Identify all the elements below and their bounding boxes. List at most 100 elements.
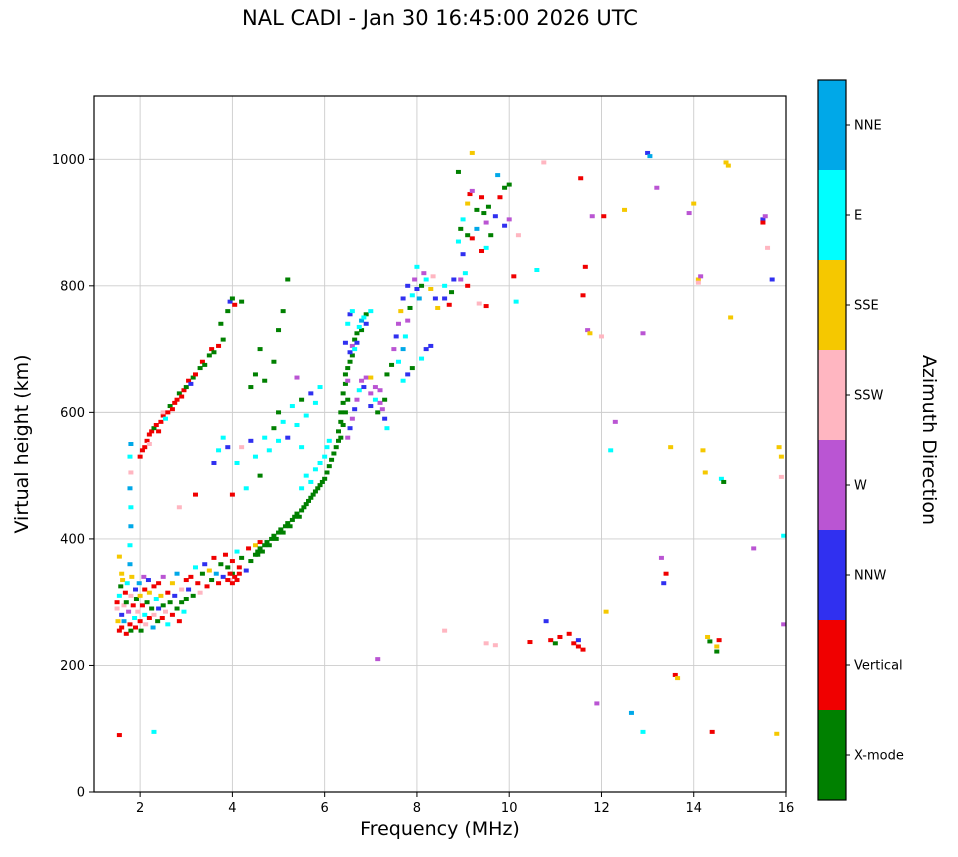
echo-point — [691, 201, 697, 206]
echo-point — [280, 530, 286, 535]
echo-point — [280, 419, 286, 424]
echo-point — [257, 473, 263, 478]
echo-point — [776, 445, 782, 450]
echo-point — [303, 413, 309, 418]
echo-point — [202, 362, 208, 367]
echo-point — [345, 321, 351, 326]
colorbar-segment-X-mode — [818, 710, 846, 800]
echo-point — [282, 524, 288, 529]
echo-point — [266, 448, 272, 453]
echo-point — [153, 597, 159, 602]
echo-point — [340, 391, 346, 396]
echo-point — [414, 286, 420, 291]
echo-point — [216, 448, 222, 453]
echo-point — [211, 350, 217, 355]
echo-point — [174, 397, 180, 402]
colorbar-tick-label-E: E — [854, 209, 862, 224]
echo-point — [183, 578, 189, 583]
echo-point — [347, 359, 353, 364]
colorbar-tick-label-W: W — [854, 479, 867, 494]
echo-point — [612, 419, 618, 424]
echo-point — [384, 372, 390, 377]
echo-point — [495, 173, 501, 178]
echo-point — [126, 609, 132, 614]
echo-point — [393, 334, 399, 339]
echo-point — [116, 628, 122, 633]
echo-point — [465, 233, 471, 238]
echo-point — [721, 479, 727, 484]
echo-point — [430, 274, 436, 279]
axis-tick-labels: 2 4 6 8 10 12 14 16 0 200 400 600 800 1000 — [52, 153, 794, 816]
echo-point — [133, 625, 139, 630]
echo-point — [206, 568, 212, 573]
echo-point — [502, 223, 508, 228]
echo-point — [377, 400, 383, 405]
echo-point — [781, 622, 787, 627]
colorbar-segment-E — [818, 170, 846, 260]
echo-point — [239, 299, 245, 304]
x-tick-label: 12 — [593, 801, 610, 816]
echo-point — [723, 160, 729, 165]
echo-point — [218, 321, 224, 326]
echo-point — [127, 543, 133, 548]
echo-point — [211, 460, 217, 465]
echo-point — [149, 606, 155, 611]
echo-point — [352, 407, 358, 412]
echo-point — [229, 296, 235, 301]
echo-point — [338, 419, 344, 424]
chart-title: NAL CADI - Jan 30 16:45:00 2026 UTC — [242, 6, 638, 30]
echo-point — [709, 729, 715, 734]
echo-point — [324, 445, 330, 450]
echo-point — [345, 435, 351, 440]
echo-point — [485, 204, 491, 209]
echo-point — [195, 581, 201, 586]
echo-point — [322, 454, 328, 459]
colorbar-segment-Vertical — [818, 620, 846, 710]
echo-point — [144, 600, 150, 605]
echo-point — [243, 568, 249, 573]
echo-point — [285, 435, 291, 440]
echo-point — [446, 302, 452, 307]
echo-point — [172, 593, 178, 598]
echo-point — [124, 581, 130, 586]
echo-point — [211, 555, 217, 560]
echo-point — [227, 299, 233, 304]
echo-point — [127, 486, 133, 491]
echo-point — [262, 435, 268, 440]
echo-point — [338, 435, 344, 440]
echo-point — [668, 445, 674, 450]
echo-point — [220, 337, 226, 342]
gridlines — [94, 96, 787, 793]
echo-point — [204, 584, 210, 589]
echo-point — [167, 600, 173, 605]
echo-point — [236, 571, 242, 576]
echo-point — [142, 587, 148, 592]
echo-point — [276, 438, 282, 443]
echo-point — [138, 628, 144, 633]
echo-point — [728, 315, 734, 320]
echo-point — [359, 378, 365, 383]
echo-point — [127, 622, 133, 627]
echo-point — [488, 233, 494, 238]
echo-point — [188, 574, 194, 579]
echo-point — [700, 448, 706, 453]
echo-point — [209, 578, 215, 583]
echo-point — [331, 451, 337, 456]
echo-point — [146, 442, 152, 446]
echo-point — [144, 438, 150, 443]
plot-border — [93, 95, 787, 793]
x-tick-label: 10 — [501, 801, 518, 816]
colorbar-tick-label-SSW: SSW — [854, 389, 884, 404]
echo-point — [640, 331, 646, 336]
echo-point — [781, 533, 787, 538]
echo-point — [119, 612, 125, 617]
echo-point — [412, 277, 418, 282]
echo-point — [299, 445, 305, 450]
echo-point — [349, 343, 355, 348]
echo-point — [317, 483, 323, 488]
echo-point — [114, 606, 120, 611]
echo-point — [474, 207, 480, 212]
echo-point — [319, 479, 325, 484]
echo-point — [661, 581, 667, 586]
echo-point — [368, 404, 374, 409]
